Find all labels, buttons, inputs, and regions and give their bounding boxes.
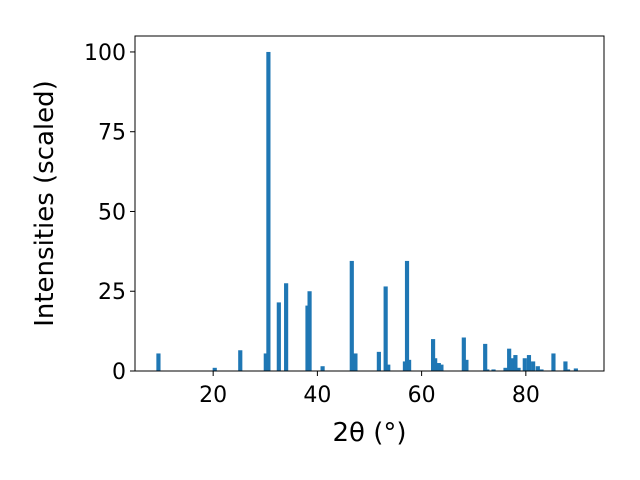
bar xyxy=(433,358,438,371)
y-tick-label: 25 xyxy=(98,280,126,305)
bar xyxy=(535,366,540,371)
x-tick-label: 40 xyxy=(303,383,331,408)
bar xyxy=(485,369,490,371)
bar xyxy=(156,353,161,371)
y-tick-label: 100 xyxy=(84,41,126,66)
bar xyxy=(284,283,289,371)
bar xyxy=(509,358,514,371)
bar xyxy=(376,351,381,371)
y-tick-label: 50 xyxy=(98,200,126,225)
bar xyxy=(238,350,243,371)
bar xyxy=(461,337,466,371)
bar xyxy=(551,353,556,371)
bar xyxy=(430,339,436,371)
bar xyxy=(507,348,512,371)
bar xyxy=(563,361,568,371)
bar xyxy=(266,51,271,371)
bar xyxy=(439,364,444,371)
x-tick-label: 20 xyxy=(199,383,227,408)
bar xyxy=(436,363,441,371)
bar xyxy=(565,369,571,371)
bar xyxy=(516,367,521,371)
bar xyxy=(353,353,358,371)
bar xyxy=(503,367,508,371)
bar xyxy=(573,368,578,371)
plot-frame xyxy=(134,35,605,372)
y-axis: 0 25 50 75 100 xyxy=(84,41,135,385)
x-tick-label: 80 xyxy=(512,383,540,408)
y-axis-label: Intensities (scaled) xyxy=(30,80,60,327)
bar xyxy=(513,355,518,371)
bar xyxy=(407,359,412,371)
bar xyxy=(320,366,325,371)
bar xyxy=(307,291,312,371)
y-tick-label: 0 xyxy=(112,360,126,385)
bar-series xyxy=(156,51,578,371)
x-tick-label: 60 xyxy=(408,383,436,408)
x-axis: 20 40 60 80 xyxy=(199,371,540,408)
bar xyxy=(531,361,536,371)
bar xyxy=(539,369,544,371)
bar xyxy=(212,367,217,371)
bar xyxy=(464,359,469,371)
bar xyxy=(491,369,496,371)
bar xyxy=(263,353,268,371)
y-tick-label: 75 xyxy=(98,121,126,146)
bar xyxy=(522,358,527,371)
bar xyxy=(383,286,388,371)
bar xyxy=(404,260,410,371)
bar xyxy=(483,343,488,371)
bar xyxy=(386,364,391,371)
bar xyxy=(349,260,354,371)
bar xyxy=(276,302,281,371)
x-axis-label: 2θ (°) xyxy=(332,418,406,448)
bar xyxy=(526,355,532,371)
